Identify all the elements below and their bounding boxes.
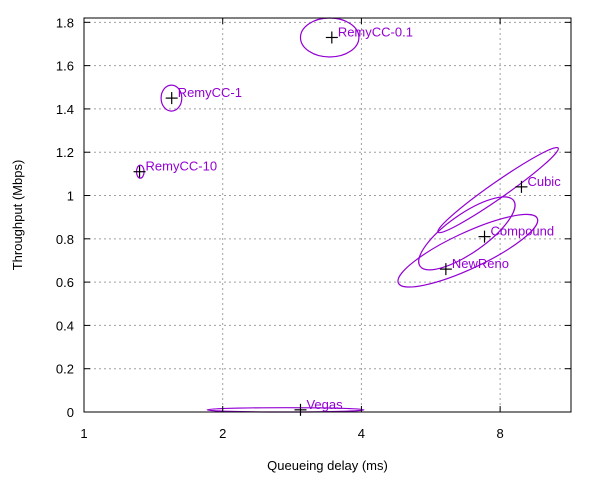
plot-frame: [83, 17, 572, 413]
y-tick-label: 1.8: [56, 15, 74, 30]
data-point: [325, 31, 338, 44]
confidence-ellipse: [418, 196, 516, 271]
data-point: [294, 403, 307, 416]
point-label: Compound: [491, 224, 555, 239]
data-point: [133, 165, 146, 178]
x-tick-label: 2: [219, 426, 226, 441]
point-label: RemyCC-10: [146, 159, 218, 174]
data-point: [165, 92, 178, 105]
data-point: [439, 263, 452, 276]
y-tick-label: 0.4: [56, 318, 74, 333]
grid-lines: [84, 18, 571, 412]
point-label: Vegas: [306, 397, 343, 412]
x-tick-label: 4: [358, 426, 365, 441]
y-tick-label: 1.2: [56, 145, 74, 160]
confidence-ellipse: [160, 84, 183, 112]
confidence-ellipses: [135, 17, 559, 413]
point-label: NewReno: [452, 256, 509, 271]
point-labels: RemyCC-0.1 RemyCC-1 RemyCC-10 Cubic Compound…: [146, 24, 562, 411]
point-label: RemyCC-1: [178, 85, 242, 100]
x-axis-label: Queueing delay (ms): [267, 458, 388, 473]
y-tick-label: 1.4: [56, 102, 74, 117]
y-tick-label: 0.8: [56, 232, 74, 247]
point-label: RemyCC-0.1: [338, 24, 413, 39]
x-tick-label: 1: [80, 426, 87, 441]
data-point: [478, 230, 491, 243]
data-points: [133, 31, 528, 416]
y-tick-label: 0: [67, 405, 74, 420]
y-tick-label: 0.2: [56, 362, 74, 377]
axis-ticks: 1 2 4 8 0 0.2 0.4 0.6 0.8 1 1.2 1.4 1.6 1.8: [56, 15, 571, 441]
x-tick-label: 8: [497, 426, 504, 441]
y-tick-label: 1.6: [56, 59, 74, 74]
y-tick-label: 1: [67, 189, 74, 204]
point-label: Cubic: [527, 174, 561, 189]
y-axis-label: Throughput (Mbps): [10, 160, 25, 271]
y-tick-label: 0.6: [56, 275, 74, 290]
confidence-ellipse: [397, 213, 539, 288]
data-point: [515, 180, 528, 193]
